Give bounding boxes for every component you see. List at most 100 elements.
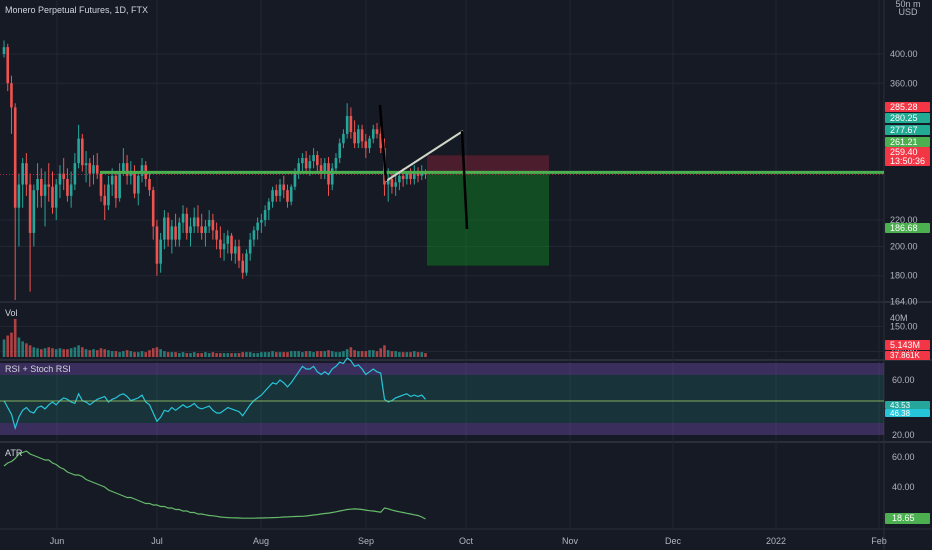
candle-body [88,163,92,174]
volume-bar [140,351,144,357]
rsi-bands [0,363,884,435]
candle-body [47,184,51,187]
candlestick-series [2,40,427,300]
candle-body [301,158,304,164]
price-tick-label: 360.00 [890,78,918,88]
candle-body [28,184,32,233]
candle-body [163,217,166,240]
price-tick-label: 150.00 [890,321,918,331]
time-tick-label: Nov [562,536,579,546]
candle-body [99,173,103,196]
candle-body [304,158,308,169]
price-label-box [885,137,930,147]
candle-body [394,182,397,187]
rsi-tick-label: 20.00 [892,430,915,440]
volume-bar [371,350,375,357]
stoch-value-box [885,409,930,417]
time-tick-label: 2022 [766,536,786,546]
candle-body [405,173,409,180]
candle-body [192,217,196,227]
candle-body [10,83,13,108]
candle-body [140,165,144,176]
volume-bar [159,349,162,357]
volume-tick-label: 40M [890,313,908,323]
volume-bar [81,347,84,357]
volume-bar [360,351,364,357]
volume-ma-label: 37.861K [890,351,920,360]
volume-bar [133,352,136,357]
volume-bar [274,352,278,357]
candle-body [409,173,412,180]
volume-bar [330,351,334,357]
volume-bar [379,348,383,357]
volume-bar [323,351,327,357]
volume-bar [196,353,200,357]
price-label-box [885,113,930,123]
volume-bar [237,353,241,357]
volume-bar [386,350,390,357]
atr-value-label: 18.65 [892,513,915,523]
price-label-box [885,223,930,233]
candle-body [125,163,129,176]
position-reward-zone[interactable] [427,174,549,266]
volume-bar [6,335,10,357]
drawings[interactable] [378,104,469,230]
volume-bar [155,347,159,357]
candle-body [345,115,349,134]
candle-body [398,175,401,183]
short-position[interactable] [427,155,549,266]
candle-body [330,168,334,185]
candle-body [136,175,140,194]
atr-title: ATR [5,448,23,458]
candle-body [122,163,125,172]
volume-bar [401,352,405,357]
volume-bar [84,349,88,357]
candle-body [21,163,24,185]
volume-bar [129,351,133,357]
atr-tick-label: 40.00 [892,482,915,492]
candle-body [32,190,36,233]
candle-body [185,213,189,233]
volume-bar [267,352,271,357]
rsi-value-label: 43.53 [890,401,911,410]
candle-body [107,184,110,206]
price-tick-label: 164.00 [890,297,918,307]
candle-body [207,220,211,227]
volume-bar [278,352,282,357]
candle-body [278,184,282,196]
time-tick-label: Aug [253,536,269,546]
volume-bar [233,353,237,357]
candle-body [40,179,43,196]
candle-body [159,239,162,264]
volume-bar [163,351,166,357]
candle-body [256,222,259,231]
candle-body [114,175,118,199]
volume-bar [334,352,338,357]
volume-bar [349,347,353,357]
candle-body [379,133,383,149]
candle-body [334,158,338,169]
candle-body [204,226,207,233]
position-risk-zone[interactable] [427,155,549,175]
candle-body [13,107,17,208]
price-label: 13:50:36 [890,156,925,166]
candle-body [148,179,151,191]
price-tick-label: 400.00 [890,49,918,59]
candle-body [17,184,21,208]
volume-bar [144,352,148,357]
volume-bar [357,351,360,357]
candle-body [222,243,226,250]
volume-bar [125,350,129,357]
candle-body [81,138,84,166]
volume-bar [110,351,114,357]
price-label-box [885,125,930,135]
candle-body [43,184,47,196]
price-label-box [885,102,930,112]
candle-body [6,47,10,84]
candle-body [233,246,237,254]
drop-line-2 [460,130,469,230]
volume-bar [13,318,17,357]
time-axis[interactable]: Jun Jul Aug Sep Oct Nov Dec 2022 Feb [50,536,887,546]
